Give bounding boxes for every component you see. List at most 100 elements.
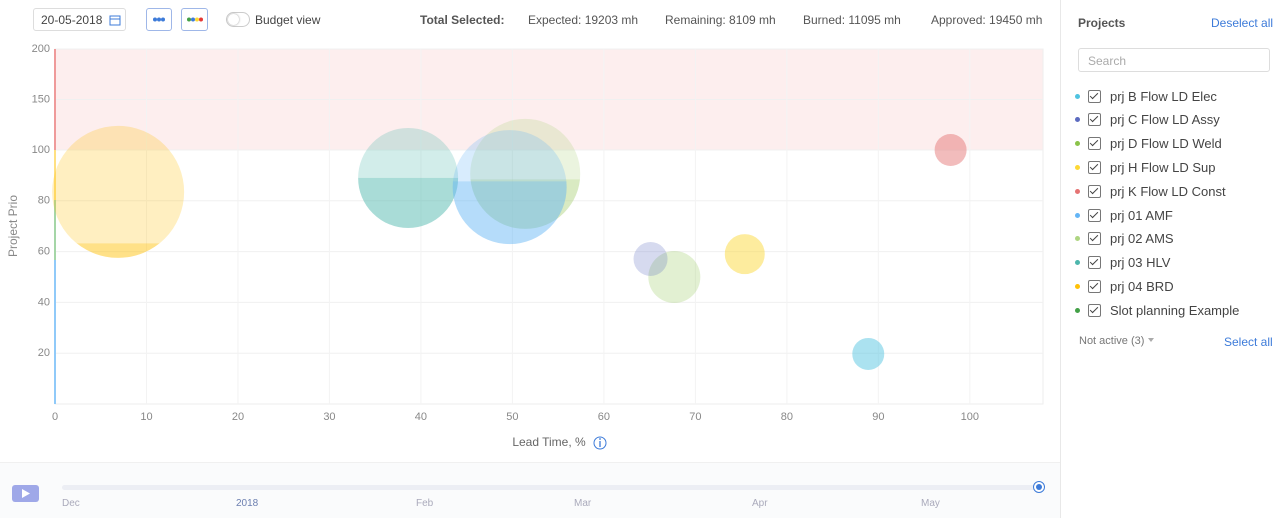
bubble <box>648 251 701 303</box>
total-label: Total Selected: <box>420 13 505 27</box>
checkbox[interactable] <box>1088 160 1101 174</box>
bubble-progress <box>52 243 185 258</box>
icon <box>187 17 203 22</box>
x-tick-label: 30 <box>323 411 335 423</box>
checkbox[interactable] <box>1088 184 1101 198</box>
legend-dot <box>1075 283 1080 289</box>
info-icon[interactable] <box>593 436 607 450</box>
bubble <box>633 241 668 276</box>
legend-dot <box>1075 307 1080 313</box>
not-active-label: Not active (3) <box>1079 335 1145 347</box>
timeline-label: Apr <box>752 498 768 509</box>
checkbox[interactable] <box>1088 279 1101 293</box>
x-tick-label: 70 <box>689 411 701 423</box>
x-tick-label: 0 <box>52 411 58 423</box>
search-input[interactable]: Search <box>1078 48 1270 72</box>
x-tick-label: 50 <box>506 411 518 423</box>
x-tick-label: 90 <box>872 411 884 423</box>
bubble <box>724 234 765 275</box>
project-item[interactable]: prj C Flow LD Assy <box>1075 110 1220 130</box>
timeline-label: Feb <box>416 498 434 509</box>
legend-label: prj 03 HLV <box>1110 255 1171 271</box>
chart: Project Prio Lead Time, % 20406080100150… <box>6 43 1044 450</box>
timeline-label: May <box>921 498 940 509</box>
checkbox[interactable] <box>1088 208 1101 222</box>
legend-label: prj B Flow LD Elec <box>1110 88 1217 104</box>
legend-dot <box>1075 212 1080 218</box>
x-tick-label: 80 <box>781 411 793 423</box>
y-axis-label: Project Prio <box>6 195 20 257</box>
x-axis-label: Lead Time, % <box>512 435 586 449</box>
x-tick-label: 10 <box>140 411 152 423</box>
project-item[interactable]: prj 01 AMF <box>1075 205 1173 225</box>
date-input[interactable]: 20-05-2018 <box>33 8 126 31</box>
legend-label: prj 01 AMF <box>1110 207 1173 223</box>
y-tick-label: 200 <box>32 43 50 55</box>
color-button[interactable] <box>181 8 208 31</box>
view-button[interactable] <box>146 8 172 31</box>
stat: Remaining: 8109 mh <box>665 13 776 27</box>
bubble <box>934 134 967 166</box>
x-tick-label: 60 <box>598 411 610 423</box>
toggle-label: Budget view <box>255 13 321 27</box>
project-item[interactable]: prj 03 HLV <box>1075 253 1170 273</box>
checkbox[interactable] <box>1088 89 1101 103</box>
bubble <box>358 127 459 228</box>
sidebar-title: Projects <box>1078 16 1126 30</box>
bubble-progress <box>934 134 967 166</box>
x-tick-label: 40 <box>415 411 427 423</box>
legend-label: prj C Flow LD Assy <box>1110 112 1220 128</box>
stat: Burned: 11095 mh <box>803 13 901 27</box>
bubble-progress <box>358 177 459 228</box>
checkbox[interactable] <box>1088 256 1101 270</box>
y-tick-label: 80 <box>38 195 50 207</box>
checkbox[interactable] <box>1088 137 1101 151</box>
legend-dot <box>1075 236 1080 242</box>
select-all[interactable]: Select all <box>1224 335 1273 349</box>
not-active-toggle[interactable]: Not active (3) <box>1079 335 1155 347</box>
project-item[interactable]: prj B Flow LD Elec <box>1075 86 1217 106</box>
timeline-knob[interactable] <box>1033 481 1045 493</box>
bubble-progress <box>452 181 567 245</box>
legend-dot <box>1075 260 1080 266</box>
sidebar: Projects Deselect all Search prj B Flow … <box>1060 0 1280 518</box>
legend-dot <box>1075 188 1080 194</box>
deselect-all[interactable]: Deselect all <box>1211 16 1274 30</box>
search-placeholder: Search <box>1088 54 1127 68</box>
checkbox[interactable] <box>1088 232 1101 246</box>
toggle[interactable] <box>226 12 250 27</box>
legend-dot <box>1075 117 1080 123</box>
project-item[interactable]: prj 02 AMS <box>1075 229 1174 249</box>
legend-label: prj 04 BRD <box>1110 278 1174 294</box>
legend-label: prj D Flow LD Weld <box>1110 136 1222 152</box>
y-tick-label: 150 <box>32 93 50 105</box>
timeline-label: Dec <box>62 498 80 509</box>
project-item[interactable]: prj K Flow LD Const <box>1075 181 1226 201</box>
project-item[interactable]: prj H Flow LD Sup <box>1075 157 1215 177</box>
icon <box>153 17 165 22</box>
checkbox[interactable] <box>1088 113 1101 127</box>
project-item[interactable]: prj D Flow LD Weld <box>1075 134 1222 154</box>
date-value: 20-05-2018 <box>41 12 103 27</box>
play-button[interactable] <box>12 485 39 502</box>
checkbox[interactable] <box>1088 303 1101 317</box>
timeline: Dec 2018 Feb Mar Apr May <box>0 462 1060 518</box>
project-item[interactable]: prj 04 BRD <box>1075 276 1174 296</box>
calendar-icon <box>109 15 121 25</box>
y-tick-label: 20 <box>38 347 50 359</box>
legend-label: prj K Flow LD Const <box>1110 183 1226 199</box>
legend-dot <box>1075 164 1080 170</box>
stat: Expected: 19203 mh <box>528 13 639 27</box>
timeline-label: Mar <box>574 498 592 509</box>
stat: Approved: 19450 mh <box>931 13 1043 27</box>
x-tick-label: 20 <box>232 411 244 423</box>
y-tick-label: 60 <box>38 246 50 258</box>
bubble <box>452 130 567 245</box>
project-item[interactable]: Slot planning Example <box>1075 300 1239 320</box>
bubble-progress <box>852 337 885 370</box>
timeline-label: 2018 <box>236 498 259 509</box>
timeline-track[interactable] <box>62 485 1040 490</box>
legend-label: Slot planning Example <box>1110 302 1240 318</box>
y-tick-label: 100 <box>32 144 50 156</box>
